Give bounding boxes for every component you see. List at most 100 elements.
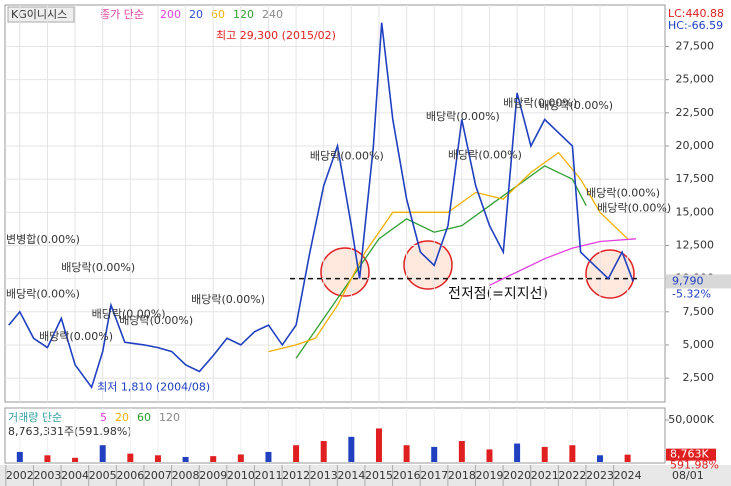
- volume-bar: [210, 456, 217, 462]
- x-tick-label: 2011: [254, 469, 282, 482]
- ma-label: 종가 단순: [100, 8, 144, 21]
- volume-bar: [127, 453, 134, 462]
- x-tick-label: 2003: [33, 469, 61, 482]
- x-tick-label: 2012: [282, 469, 310, 482]
- volume-title: 거래량 단순: [8, 411, 62, 424]
- moving-average: [268, 151, 629, 353]
- annotation: 배당락(0.00%): [539, 99, 613, 112]
- x-tick-label: 2008: [172, 469, 200, 482]
- moving-average: [489, 238, 636, 286]
- x-axis-band: [0, 465, 731, 486]
- volume-bar: [99, 445, 106, 462]
- volume-bar: [486, 449, 493, 462]
- y-tick-label: 2,500: [683, 371, 715, 384]
- hc-label: HC:-66.59: [668, 19, 723, 32]
- volume-bar: [431, 446, 438, 462]
- volume-bar: [348, 436, 355, 462]
- volume-period: 60: [137, 411, 151, 424]
- y-tick-label: 25,000: [676, 73, 715, 86]
- date-label: 08/01: [672, 469, 704, 482]
- volume-bar: [596, 455, 603, 462]
- y-tick-label: 50,000K: [668, 413, 714, 426]
- x-tick-label: 2021: [531, 469, 559, 482]
- volume-period: 20: [115, 411, 129, 424]
- volume-last-box: [666, 448, 716, 461]
- x-tick-label: 2009: [199, 469, 227, 482]
- volume-bar: [320, 441, 327, 462]
- annotation: 배당락(0.00%): [191, 293, 265, 306]
- annotation: 최저 1,810 (2004/08): [97, 380, 210, 393]
- y-tick-label: 12,500: [676, 238, 715, 251]
- volume-bar: [541, 446, 548, 462]
- ma-period: 240: [262, 8, 283, 21]
- annotation: 배당락(0.00%): [6, 288, 80, 301]
- title: KG이니시스: [11, 8, 67, 21]
- x-tick-label: 2023: [586, 469, 614, 482]
- volume-bar: [72, 457, 79, 462]
- volume-last-pct: 591.98%: [670, 459, 719, 472]
- volume-period: 120: [159, 411, 180, 424]
- volume-bar: [514, 443, 521, 462]
- x-tick-label: 2019: [475, 469, 503, 482]
- volume-bar: [44, 455, 51, 462]
- price-line: [8, 22, 634, 390]
- x-tick-label: 2005: [89, 469, 117, 482]
- y-tick-label: 27,500: [676, 40, 715, 53]
- moving-average: [295, 165, 587, 359]
- y-tick-label: 22,500: [676, 106, 715, 119]
- x-tick-label: 2014: [337, 469, 365, 482]
- annotation: 배당락(0.00%): [119, 314, 193, 327]
- last-price: 9,790: [672, 274, 704, 287]
- volume-panel: [4, 407, 666, 464]
- annotation: 배당락(0.00%): [503, 97, 577, 110]
- annotation: 배당락(0.00%): [586, 187, 660, 200]
- annotation: 배당락(0.00%): [448, 148, 522, 161]
- volume-bar: [403, 445, 410, 462]
- volume-bar: [569, 445, 576, 462]
- x-tick-label: 2020: [503, 469, 531, 482]
- annotation: 배당락(0.00%): [597, 201, 671, 214]
- ma-period: 200: [160, 8, 181, 21]
- volume-bar: [265, 451, 272, 462]
- x-tick-label: 2004: [61, 469, 89, 482]
- volume-bar: [458, 441, 465, 462]
- annotation: 배당락(0.00%): [310, 150, 384, 163]
- annotation: 배당락(0.00%): [92, 307, 166, 320]
- annotation: 배당락(0.00%): [426, 110, 500, 123]
- y-tick-label: 17,500: [676, 172, 715, 185]
- volume-bar: [293, 445, 300, 462]
- y-tick-label: 15,000: [676, 205, 715, 218]
- last-price-box: [666, 274, 731, 289]
- annotation: 변병합(0.00%): [6, 233, 80, 246]
- change: -5.32%: [672, 287, 711, 300]
- volume-bar: [375, 428, 382, 462]
- x-tick-label: 2015: [365, 469, 393, 482]
- support-label: 전저점(=지지선): [448, 286, 548, 302]
- volume-summary: 8,763,331주(591.98%): [8, 425, 132, 438]
- volume-bar: [182, 456, 189, 462]
- x-tick-label: 2006: [116, 469, 144, 482]
- annotation: 최고 29,300 (2015/02): [216, 29, 336, 42]
- y-tick-label: 5,000: [683, 338, 715, 351]
- annotation: 배당락(0.00%): [61, 261, 135, 274]
- x-tick-label: 2022: [558, 469, 586, 482]
- x-tick-label: 2017: [420, 469, 448, 482]
- support-circle: [403, 240, 453, 290]
- ma-period: 120: [233, 8, 254, 21]
- volume-bar: [16, 451, 23, 462]
- volume-bar: [237, 454, 244, 462]
- x-tick-label: 2002: [6, 469, 34, 482]
- price-panel: [4, 4, 666, 403]
- lc-label: LC:440.88: [668, 7, 724, 20]
- ma-period: 60: [211, 8, 225, 21]
- volume-period: 5: [100, 411, 107, 424]
- x-tick-label: 2013: [310, 469, 338, 482]
- x-tick-label: 2018: [448, 469, 476, 482]
- x-tick-label: 2007: [144, 469, 172, 482]
- title-box: [7, 6, 75, 23]
- ma-period: 20: [189, 8, 203, 21]
- y-tick-label: 20,000: [676, 139, 715, 152]
- x-tick-label: 2016: [393, 469, 421, 482]
